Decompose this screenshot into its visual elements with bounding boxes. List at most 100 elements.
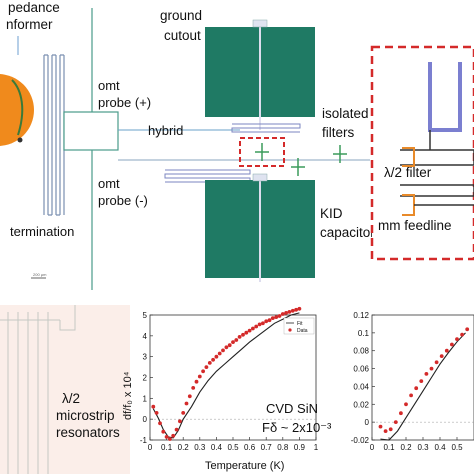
y-tick-label: 0.12 bbox=[353, 311, 369, 320]
impedance-label-line2: nformer bbox=[6, 17, 53, 32]
data-point bbox=[204, 365, 209, 369]
y-tick-label: 0.08 bbox=[353, 347, 369, 356]
antenna-edge-line bbox=[11, 79, 24, 136]
data-point bbox=[158, 421, 162, 426]
x-tick-label: 0 bbox=[370, 443, 375, 452]
hybrid-label: hybrid bbox=[148, 123, 183, 138]
data-point bbox=[277, 314, 282, 318]
resonator-strips bbox=[0, 305, 76, 474]
fit-line bbox=[380, 332, 466, 441]
legend-fit-label: Fit bbox=[297, 321, 303, 327]
data-point bbox=[197, 374, 202, 379]
x-tick-label: 0.2 bbox=[178, 443, 190, 452]
legend-data-label: Data bbox=[297, 328, 308, 334]
y-tick-label: 0.1 bbox=[358, 329, 370, 338]
data-point bbox=[194, 379, 199, 384]
x-tick-label: 0.6 bbox=[244, 443, 256, 452]
mm-feedline-label: mm feedline bbox=[378, 218, 452, 233]
data-point bbox=[267, 318, 272, 323]
impedance-label-line1: pedance bbox=[8, 0, 60, 15]
chart2-plot-area bbox=[371, 314, 474, 441]
termination-label: termination bbox=[10, 224, 74, 239]
data-point bbox=[191, 386, 196, 390]
y-tick-label: 0 bbox=[365, 418, 370, 427]
x-tick-label: 0.9 bbox=[294, 443, 306, 452]
filters-label: filters bbox=[322, 125, 355, 140]
data-point bbox=[388, 427, 393, 432]
data-point bbox=[399, 411, 403, 416]
data-point bbox=[224, 345, 229, 350]
data-point bbox=[284, 311, 288, 315]
x-tick-label: 0.5 bbox=[227, 443, 239, 452]
data-point bbox=[429, 366, 434, 371]
data-point bbox=[455, 337, 459, 341]
capacitor-bottom-pad bbox=[252, 173, 268, 182]
data-point bbox=[187, 394, 192, 399]
data-point bbox=[184, 401, 189, 406]
y-tick-label: -0.02 bbox=[351, 436, 370, 445]
data-point bbox=[294, 307, 298, 312]
y-tick-label: 5 bbox=[143, 311, 148, 320]
data-point bbox=[434, 360, 439, 365]
data-point bbox=[231, 340, 235, 344]
data-point bbox=[247, 328, 252, 333]
chart1-annotation-line1: CVD SiN bbox=[266, 401, 318, 416]
data-point bbox=[257, 322, 262, 327]
data-point bbox=[439, 354, 444, 358]
data-point bbox=[178, 419, 182, 424]
half-wave-filter-label: λ/2 filter bbox=[384, 165, 432, 180]
data-point bbox=[290, 308, 295, 313]
filter-symbols bbox=[255, 143, 347, 176]
x-tick-label: 0.5 bbox=[451, 443, 463, 452]
inset-structures bbox=[400, 62, 474, 216]
resonator-label-line1: λ/2 bbox=[62, 391, 80, 406]
data-point bbox=[450, 342, 454, 347]
data-point bbox=[171, 433, 176, 438]
x-tick-label: 0 bbox=[148, 443, 153, 452]
chart1-plot-area bbox=[149, 314, 317, 441]
data-point bbox=[393, 420, 398, 424]
data-point bbox=[444, 348, 449, 353]
chart1-xlabel: Temperature (K) bbox=[205, 460, 284, 472]
inductor-top bbox=[231, 123, 301, 133]
data-point bbox=[217, 351, 222, 356]
scale-bar-label: 200 μm bbox=[33, 272, 47, 277]
x-tick-label: 0.2 bbox=[400, 443, 412, 452]
chart1-annotation-line2: Fδ ~ 2x10⁻³ bbox=[262, 420, 332, 435]
omt-plus-line2: probe (+) bbox=[98, 95, 151, 110]
y-tick-label: 0 bbox=[143, 415, 148, 424]
data-point bbox=[221, 348, 225, 353]
data-point bbox=[274, 315, 279, 319]
data-point bbox=[409, 393, 413, 398]
data-point bbox=[287, 310, 292, 314]
legend-data-swatch bbox=[288, 328, 292, 332]
isolated-filters-box bbox=[239, 137, 285, 167]
data-point bbox=[297, 306, 302, 311]
data-point bbox=[174, 427, 179, 432]
data-point bbox=[414, 386, 419, 391]
y-tick-label: 4 bbox=[143, 332, 148, 341]
termination-meander bbox=[43, 54, 65, 216]
x-tick-label: 0.1 bbox=[383, 443, 395, 452]
capacitor-top-pad bbox=[252, 19, 268, 28]
y-tick-label: -1 bbox=[140, 436, 148, 445]
x-tick-label: 0.3 bbox=[417, 443, 429, 452]
chart1-ylabel: df/f₀ x 10⁴ bbox=[122, 371, 134, 420]
data-point bbox=[234, 338, 239, 342]
x-tick-label: 1 bbox=[314, 443, 319, 452]
data-point bbox=[460, 332, 464, 337]
data-point bbox=[227, 343, 232, 348]
orange-antenna-shape bbox=[0, 74, 34, 146]
omt-minus-line2: probe (-) bbox=[98, 193, 148, 208]
filter-inset-box bbox=[370, 45, 474, 261]
data-point bbox=[201, 369, 206, 374]
x-tick-label: 0.7 bbox=[261, 443, 273, 452]
y-tick-label: 2 bbox=[143, 374, 148, 383]
data-point bbox=[378, 424, 383, 429]
y-tick-label: 1 bbox=[143, 394, 148, 403]
data-point bbox=[161, 429, 166, 434]
data-point bbox=[264, 319, 269, 324]
data-point bbox=[404, 402, 408, 407]
